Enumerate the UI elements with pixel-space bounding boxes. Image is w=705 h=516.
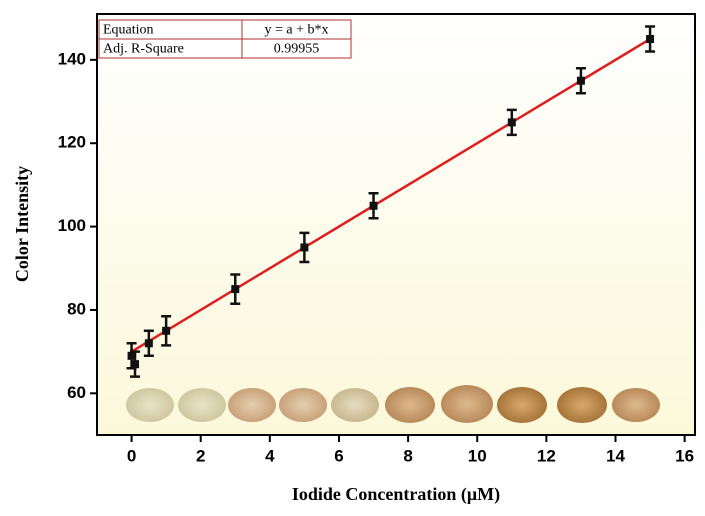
point xyxy=(576,76,585,85)
y-tick-label: 120 xyxy=(58,133,86,152)
x-tick-label: 10 xyxy=(468,446,487,465)
x-tick-label: 2 xyxy=(196,446,205,465)
table-text: Equation xyxy=(103,23,154,38)
table-text: Adj. R-Square xyxy=(103,42,184,57)
table-cell xyxy=(241,38,352,59)
sample xyxy=(331,388,379,422)
sample xyxy=(497,387,547,423)
point xyxy=(131,360,140,369)
point xyxy=(507,118,516,127)
sample xyxy=(612,388,660,422)
sample xyxy=(441,385,493,423)
point xyxy=(127,351,136,360)
x-tick-label: 16 xyxy=(675,446,694,465)
y-axis-title: Color Intensity xyxy=(12,166,32,282)
table-text: 0.99955 xyxy=(274,42,320,57)
fit-line xyxy=(130,37,651,353)
x-tick-label: 12 xyxy=(537,446,556,465)
sample-images xyxy=(126,385,660,423)
y-tick-label: 60 xyxy=(67,383,86,402)
x-tick-label: 8 xyxy=(403,446,412,465)
point xyxy=(162,326,171,335)
sample xyxy=(228,388,276,422)
sample xyxy=(557,387,607,423)
table-text: y = a + b*x xyxy=(264,23,328,38)
point xyxy=(300,243,309,252)
x-tick-label: 6 xyxy=(334,446,343,465)
sample xyxy=(279,388,327,422)
point xyxy=(369,201,378,210)
point xyxy=(231,285,240,294)
plot-background xyxy=(97,14,695,435)
plot-frame xyxy=(96,13,696,436)
y-tick-label: 140 xyxy=(58,49,86,68)
sample xyxy=(178,388,226,422)
sample xyxy=(126,388,174,422)
sample xyxy=(385,387,435,423)
x-tick-label: 14 xyxy=(606,446,625,465)
point xyxy=(646,35,655,44)
x-tick-label: 0 xyxy=(127,446,136,465)
point xyxy=(144,339,153,348)
x-tick-label: 4 xyxy=(265,446,275,465)
y-tick-label: 80 xyxy=(67,299,86,318)
y-tick-label: 100 xyxy=(58,216,86,235)
x-axis-title: Iodide Concentration (μM) xyxy=(292,484,500,505)
